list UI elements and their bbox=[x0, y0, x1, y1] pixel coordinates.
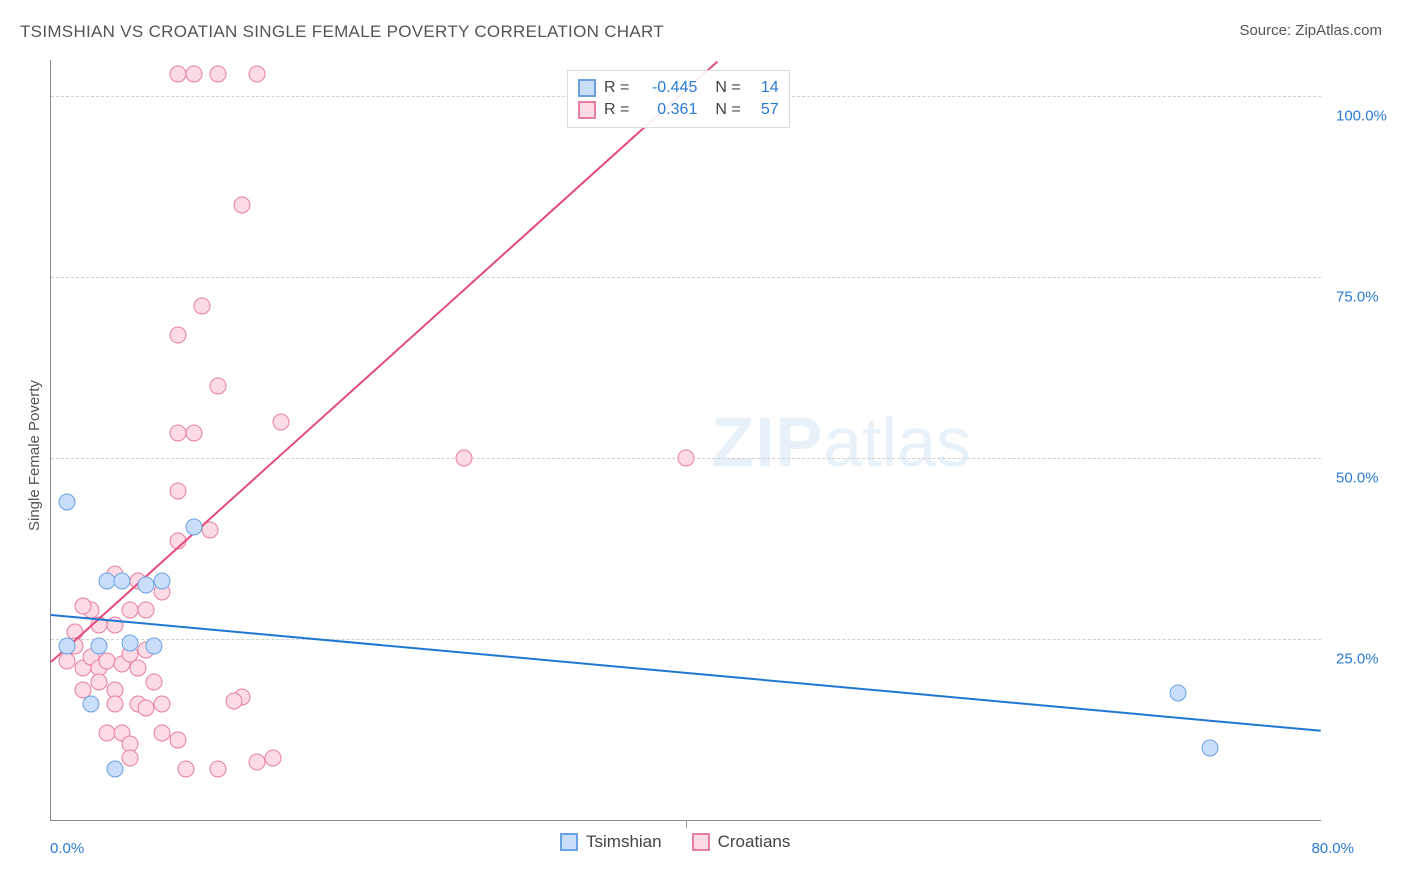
croatians-point bbox=[138, 602, 155, 619]
croatians-point bbox=[154, 725, 171, 742]
tsimshian-point bbox=[154, 573, 171, 590]
croatians-point bbox=[170, 327, 187, 344]
croatians-point bbox=[90, 674, 107, 691]
croatians-point bbox=[130, 660, 147, 677]
croatians-point bbox=[170, 732, 187, 749]
croatians-point bbox=[225, 692, 242, 709]
legend-row-tsimshian: R = -0.445 N = 14 bbox=[578, 77, 779, 99]
watermark-atlas: atlas bbox=[823, 403, 971, 481]
croatians-point bbox=[265, 750, 282, 767]
croatians-point bbox=[209, 377, 226, 394]
legend-r-value: 0.361 bbox=[637, 101, 697, 119]
legend-label: Croatians bbox=[718, 832, 791, 852]
legend-n-label: N = bbox=[715, 79, 740, 97]
croatians-point bbox=[209, 761, 226, 778]
croatians-point bbox=[170, 66, 187, 83]
croatians-point bbox=[455, 450, 472, 467]
x-tick-label: 0.0% bbox=[50, 840, 84, 857]
legend-r-value: -0.445 bbox=[637, 79, 697, 97]
y-tick-label: 100.0% bbox=[1336, 108, 1387, 125]
legend-r-label: R = bbox=[604, 79, 629, 97]
legend-item-croatians: Croatians bbox=[692, 832, 791, 852]
tsimshian-point bbox=[146, 638, 163, 655]
legend-r-label: R = bbox=[604, 101, 629, 119]
y-axis-label: Single Female Poverty bbox=[26, 380, 43, 531]
croatians-point bbox=[122, 750, 139, 767]
x-tick-label: 80.0% bbox=[1311, 840, 1354, 857]
croatians-point bbox=[122, 602, 139, 619]
source-attribution: Source: ZipAtlas.com bbox=[1239, 22, 1382, 39]
croatians-point bbox=[58, 652, 75, 669]
croatians-point bbox=[185, 66, 202, 83]
legend-label: Tsimshian bbox=[586, 832, 662, 852]
croatians-point bbox=[98, 725, 115, 742]
watermark-zip: ZIP bbox=[711, 403, 823, 481]
tsimshian-trend-line bbox=[51, 614, 1321, 732]
croatians-point bbox=[249, 66, 266, 83]
tsimshian-point bbox=[122, 634, 139, 651]
gridline bbox=[51, 277, 1321, 278]
croatians-point bbox=[138, 699, 155, 716]
legend-n-value: 14 bbox=[749, 79, 779, 97]
legend-item-tsimshian: Tsimshian bbox=[560, 832, 662, 852]
croatians-point bbox=[177, 761, 194, 778]
legend-swatch bbox=[578, 79, 596, 97]
croatians-point bbox=[678, 450, 695, 467]
tsimshian-point bbox=[1201, 739, 1218, 756]
gridline bbox=[51, 639, 1321, 640]
croatians-trend-line bbox=[50, 60, 718, 662]
tsimshian-point bbox=[138, 576, 155, 593]
croatians-point bbox=[185, 424, 202, 441]
correlation-legend: R = -0.445 N = 14 R = 0.361 N = 57 bbox=[567, 70, 790, 128]
series-legend: Tsimshian Croatians bbox=[560, 832, 790, 852]
croatians-point bbox=[74, 598, 91, 615]
croatians-point bbox=[209, 66, 226, 83]
tsimshian-point bbox=[82, 696, 99, 713]
legend-row-croatians: R = 0.361 N = 57 bbox=[578, 99, 779, 121]
croatians-point bbox=[249, 754, 266, 771]
x-tick-mark bbox=[686, 820, 687, 828]
y-tick-label: 75.0% bbox=[1336, 289, 1379, 306]
croatians-point bbox=[273, 413, 290, 430]
croatians-point bbox=[193, 298, 210, 315]
plot-area: ZIPatlas bbox=[50, 60, 1321, 821]
legend-n-label: N = bbox=[715, 101, 740, 119]
legend-swatch bbox=[560, 833, 578, 851]
croatians-point bbox=[106, 696, 123, 713]
tsimshian-point bbox=[106, 761, 123, 778]
tsimshian-point bbox=[1170, 685, 1187, 702]
tsimshian-point bbox=[58, 638, 75, 655]
tsimshian-point bbox=[185, 518, 202, 535]
tsimshian-point bbox=[98, 573, 115, 590]
tsimshian-point bbox=[90, 638, 107, 655]
legend-swatch bbox=[692, 833, 710, 851]
tsimshian-point bbox=[58, 493, 75, 510]
croatians-point bbox=[146, 674, 163, 691]
legend-swatch bbox=[578, 101, 596, 119]
y-tick-label: 25.0% bbox=[1336, 651, 1379, 668]
croatians-point bbox=[154, 696, 171, 713]
croatians-point bbox=[98, 652, 115, 669]
croatians-point bbox=[170, 424, 187, 441]
croatians-point bbox=[170, 482, 187, 499]
croatians-point bbox=[233, 196, 250, 213]
watermark: ZIPatlas bbox=[711, 402, 971, 482]
y-tick-label: 50.0% bbox=[1336, 470, 1379, 487]
legend-n-value: 57 bbox=[749, 101, 779, 119]
tsimshian-point bbox=[114, 573, 131, 590]
chart-title: TSIMSHIAN VS CROATIAN SINGLE FEMALE POVE… bbox=[20, 22, 664, 42]
